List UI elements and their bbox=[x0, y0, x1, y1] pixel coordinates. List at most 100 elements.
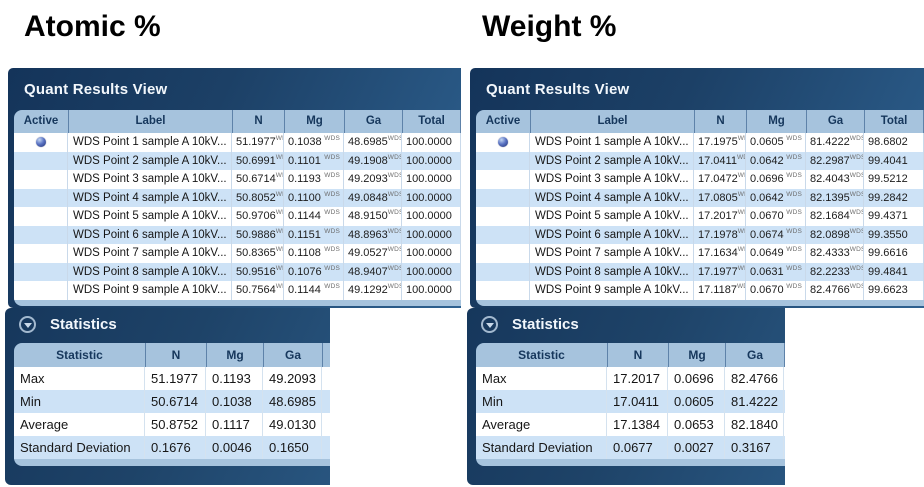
active-cell[interactable] bbox=[14, 170, 68, 189]
statistics-title: Statistics bbox=[50, 316, 117, 333]
table-row[interactable]: WDS Point 6 sample A 10kV... 17.1978 WDS… bbox=[476, 225, 924, 244]
stat-column-header-clipped bbox=[784, 343, 785, 367]
ga-cell: 82.4043 WDS bbox=[806, 170, 864, 189]
active-cell[interactable] bbox=[14, 151, 68, 170]
label-cell: WDS Point 2 sample A 10kV... bbox=[530, 151, 694, 170]
statistics-row: Min 17.0411 0.0605 81.4222 bbox=[476, 390, 785, 413]
mg-cell: 0.1076 WDS bbox=[284, 262, 344, 281]
active-cell[interactable] bbox=[476, 170, 530, 189]
active-cell[interactable] bbox=[476, 207, 530, 226]
column-header-active[interactable]: Active bbox=[23, 115, 59, 127]
column-header-active[interactable]: Active bbox=[485, 115, 521, 127]
table-row[interactable]: WDS Point 2 sample A 10kV... 50.6991 WDS… bbox=[14, 151, 461, 170]
table-row[interactable]: WDS Point 1 sample A 10kV... 17.1975 WDS… bbox=[476, 133, 924, 152]
n-cell: 50.8052 WDS bbox=[232, 188, 284, 207]
column-header-ga[interactable]: Ga bbox=[806, 110, 864, 133]
wds-badge: WDS bbox=[387, 153, 402, 161]
stat-clipped-cell bbox=[322, 367, 330, 390]
ga-cell: 81.4222 WDS bbox=[806, 133, 864, 152]
active-cell[interactable] bbox=[14, 207, 68, 226]
wds-badge: WDS bbox=[275, 209, 283, 216]
total-cell: 100.0000 bbox=[402, 281, 461, 300]
mg-cell: 0.0631 WDS bbox=[746, 262, 806, 281]
statistics-panel: Statistics Statistic N Mg Ga Max 17.2017… bbox=[467, 308, 785, 485]
table-row[interactable]: WDS Point 4 sample A 10kV... 50.8052 WDS… bbox=[14, 188, 461, 207]
cell-value: 48.6985 bbox=[348, 136, 388, 148]
label-cell: WDS Point 6 sample A 10kV... bbox=[68, 225, 232, 244]
active-cell[interactable] bbox=[14, 281, 68, 300]
table-row[interactable]: WDS Point 1 sample A 10kV... 51.1977 WDS… bbox=[14, 133, 461, 152]
mg-cell: 0.1101 WDS bbox=[284, 151, 344, 170]
stat-n-cell: 50.6714 bbox=[145, 390, 206, 413]
cell-value: 99.4041 bbox=[868, 154, 908, 167]
table-row[interactable]: WDS Point 6 sample A 10kV... 50.9886 WDS… bbox=[14, 225, 461, 244]
table-row[interactable]: WDS Point 7 sample A 10kV... 17.1634 WDS… bbox=[476, 244, 924, 263]
cell-value: 51.1977 bbox=[236, 136, 276, 148]
wds-badge: WDS bbox=[849, 135, 864, 142]
active-radio-icon[interactable] bbox=[35, 137, 46, 148]
cell-value: 17.1187 bbox=[698, 284, 737, 296]
active-cell[interactable] bbox=[476, 244, 530, 263]
column-header-total[interactable]: Total bbox=[864, 110, 924, 133]
wds-badge: WDS bbox=[786, 209, 802, 216]
active-cell[interactable] bbox=[14, 225, 68, 244]
section-title-atomic: Atomic % bbox=[24, 10, 161, 43]
table-row[interactable]: WDS Point 5 sample A 10kV... 17.2017 WDS… bbox=[476, 207, 924, 226]
table-row[interactable]: WDS Point 5 sample A 10kV... 50.9706 WDS… bbox=[14, 207, 461, 226]
active-radio-icon[interactable] bbox=[497, 137, 508, 148]
cell-value: 0.1101 bbox=[288, 154, 321, 167]
collapse-toggle-icon[interactable] bbox=[19, 316, 36, 333]
active-cell[interactable] bbox=[14, 262, 68, 281]
wds-badge: WDS bbox=[737, 227, 745, 235]
cell-value: 48.8963 bbox=[348, 228, 388, 241]
cell-value: 0.1038 bbox=[288, 136, 322, 148]
results-table-header: Active Label N Mg Ga Total bbox=[476, 110, 924, 133]
table-row[interactable]: WDS Point 3 sample A 10kV... 50.6714 WDS… bbox=[14, 170, 461, 189]
total-cell: 99.3550 bbox=[864, 225, 924, 244]
ga-cell: 48.9407 WDS bbox=[344, 262, 402, 281]
active-cell[interactable] bbox=[14, 133, 68, 152]
active-cell[interactable] bbox=[476, 281, 530, 300]
table-row[interactable]: WDS Point 7 sample A 10kV... 50.8365 WDS… bbox=[14, 244, 461, 263]
active-cell[interactable] bbox=[476, 225, 530, 244]
active-cell[interactable] bbox=[14, 244, 68, 263]
table-row[interactable]: WDS Point 4 sample A 10kV... 17.0805 WDS… bbox=[476, 188, 924, 207]
cell-value: 100.0000 bbox=[406, 210, 452, 222]
wds-badge: WDS bbox=[387, 283, 402, 290]
wds-badge: WDS bbox=[849, 153, 864, 161]
wds-badge: WDS bbox=[275, 227, 283, 235]
table-row[interactable]: WDS Point 9 sample A 10kV... 17.1187 WDS… bbox=[476, 281, 924, 300]
column-header-mg[interactable]: Mg bbox=[746, 110, 806, 133]
column-header-ga[interactable]: Ga bbox=[344, 110, 402, 133]
active-cell[interactable] bbox=[476, 133, 530, 152]
table-row[interactable]: WDS Point 8 sample A 10kV... 50.9516 WDS… bbox=[14, 262, 461, 281]
statistic-name-cell: Max bbox=[14, 367, 145, 390]
active-cell[interactable] bbox=[476, 188, 530, 207]
table-row[interactable]: WDS Point 8 sample A 10kV... 17.1977 WDS… bbox=[476, 262, 924, 281]
column-header-n[interactable]: N bbox=[694, 110, 746, 133]
column-header-label[interactable]: Label bbox=[530, 110, 694, 133]
table-row[interactable]: WDS Point 9 sample A 10kV... 50.7564 WDS… bbox=[14, 281, 461, 300]
table-row[interactable]: WDS Point 2 sample A 10kV... 17.0411 WDS… bbox=[476, 151, 924, 170]
column-header-label[interactable]: Label bbox=[68, 110, 232, 133]
total-cell: 99.5212 bbox=[864, 170, 924, 189]
active-cell[interactable] bbox=[14, 188, 68, 207]
wds-badge: WDS bbox=[275, 190, 283, 198]
wds-badge: WDS bbox=[737, 135, 745, 142]
statistics-row: Min 50.6714 0.1038 48.6985 bbox=[14, 390, 330, 413]
mg-cell: 0.1151 WDS bbox=[284, 225, 344, 244]
table-row[interactable]: WDS Point 3 sample A 10kV... 17.0472 WDS… bbox=[476, 170, 924, 189]
stat-clipped-cell bbox=[322, 436, 330, 459]
column-header-mg[interactable]: Mg bbox=[284, 110, 344, 133]
ga-cell: 49.0848 WDS bbox=[344, 188, 402, 207]
column-header-n[interactable]: N bbox=[232, 110, 284, 133]
collapse-toggle-icon[interactable] bbox=[481, 316, 498, 333]
active-cell[interactable] bbox=[476, 262, 530, 281]
wds-badge: WDS bbox=[786, 246, 802, 253]
column-header-total[interactable]: Total bbox=[402, 110, 461, 133]
total-cell: 99.4371 bbox=[864, 207, 924, 226]
mg-cell: 0.0642 WDS bbox=[746, 188, 806, 207]
cell-value: 17.1634 bbox=[698, 247, 738, 259]
active-cell[interactable] bbox=[476, 151, 530, 170]
